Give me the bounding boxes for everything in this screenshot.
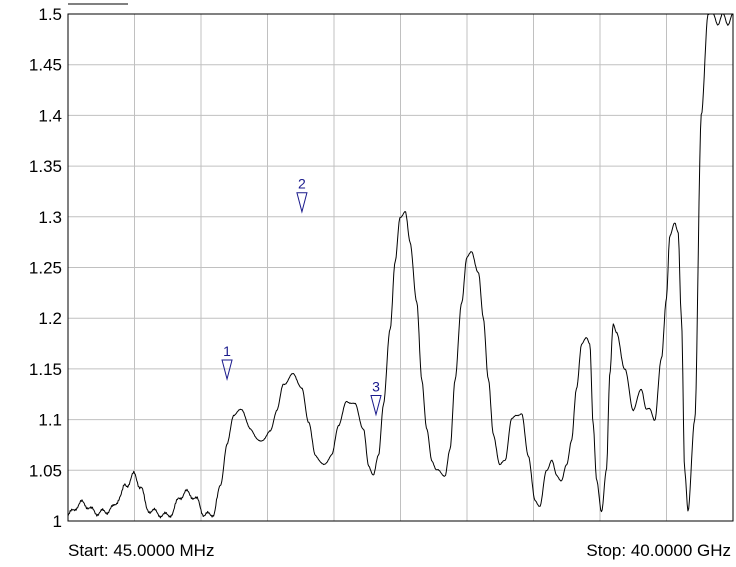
- marker-label: 2: [298, 176, 306, 192]
- trace-layer: [67, 13, 733, 519]
- y-tick-label: 1.3: [38, 208, 62, 227]
- y-tick-label: 1.4: [38, 106, 62, 125]
- markers: 1 2 3: [221, 176, 382, 417]
- y-tick-label: 1: [53, 512, 62, 531]
- start-label: Start: 45.0000 MHz: [68, 541, 214, 560]
- y-tick-label: 1.35: [29, 157, 62, 176]
- marker-triangle: [221, 359, 233, 382]
- marker-triangle: [296, 192, 308, 214]
- y-tick-label: 1.1: [38, 411, 62, 430]
- y-tick-label: 1.45: [29, 56, 62, 75]
- y-tick-label: 1.5: [38, 5, 62, 24]
- trace-line: [67, 13, 733, 519]
- marker-1[interactable]: 1: [221, 343, 233, 382]
- plot-frame: [67, 13, 734, 522]
- marker-label: 3: [372, 379, 380, 395]
- y-tick-label: 1.05: [29, 461, 62, 480]
- y-tick-label: 1.15: [29, 360, 62, 379]
- stop-label: Stop: 40.0000 GHz: [586, 541, 731, 560]
- y-tick-label: 1.25: [29, 259, 62, 278]
- marker-label: 1: [223, 343, 231, 359]
- marker-2[interactable]: 2: [296, 176, 308, 214]
- marker-triangle: [370, 395, 382, 417]
- y-tick-label: 1.2: [38, 309, 62, 328]
- y-axis: 1.5 1.45 1.4 1.35 1.3 1.25 1.2 1.15 1.1 1.05 1: [29, 5, 62, 531]
- marker-3[interactable]: 3: [370, 379, 382, 417]
